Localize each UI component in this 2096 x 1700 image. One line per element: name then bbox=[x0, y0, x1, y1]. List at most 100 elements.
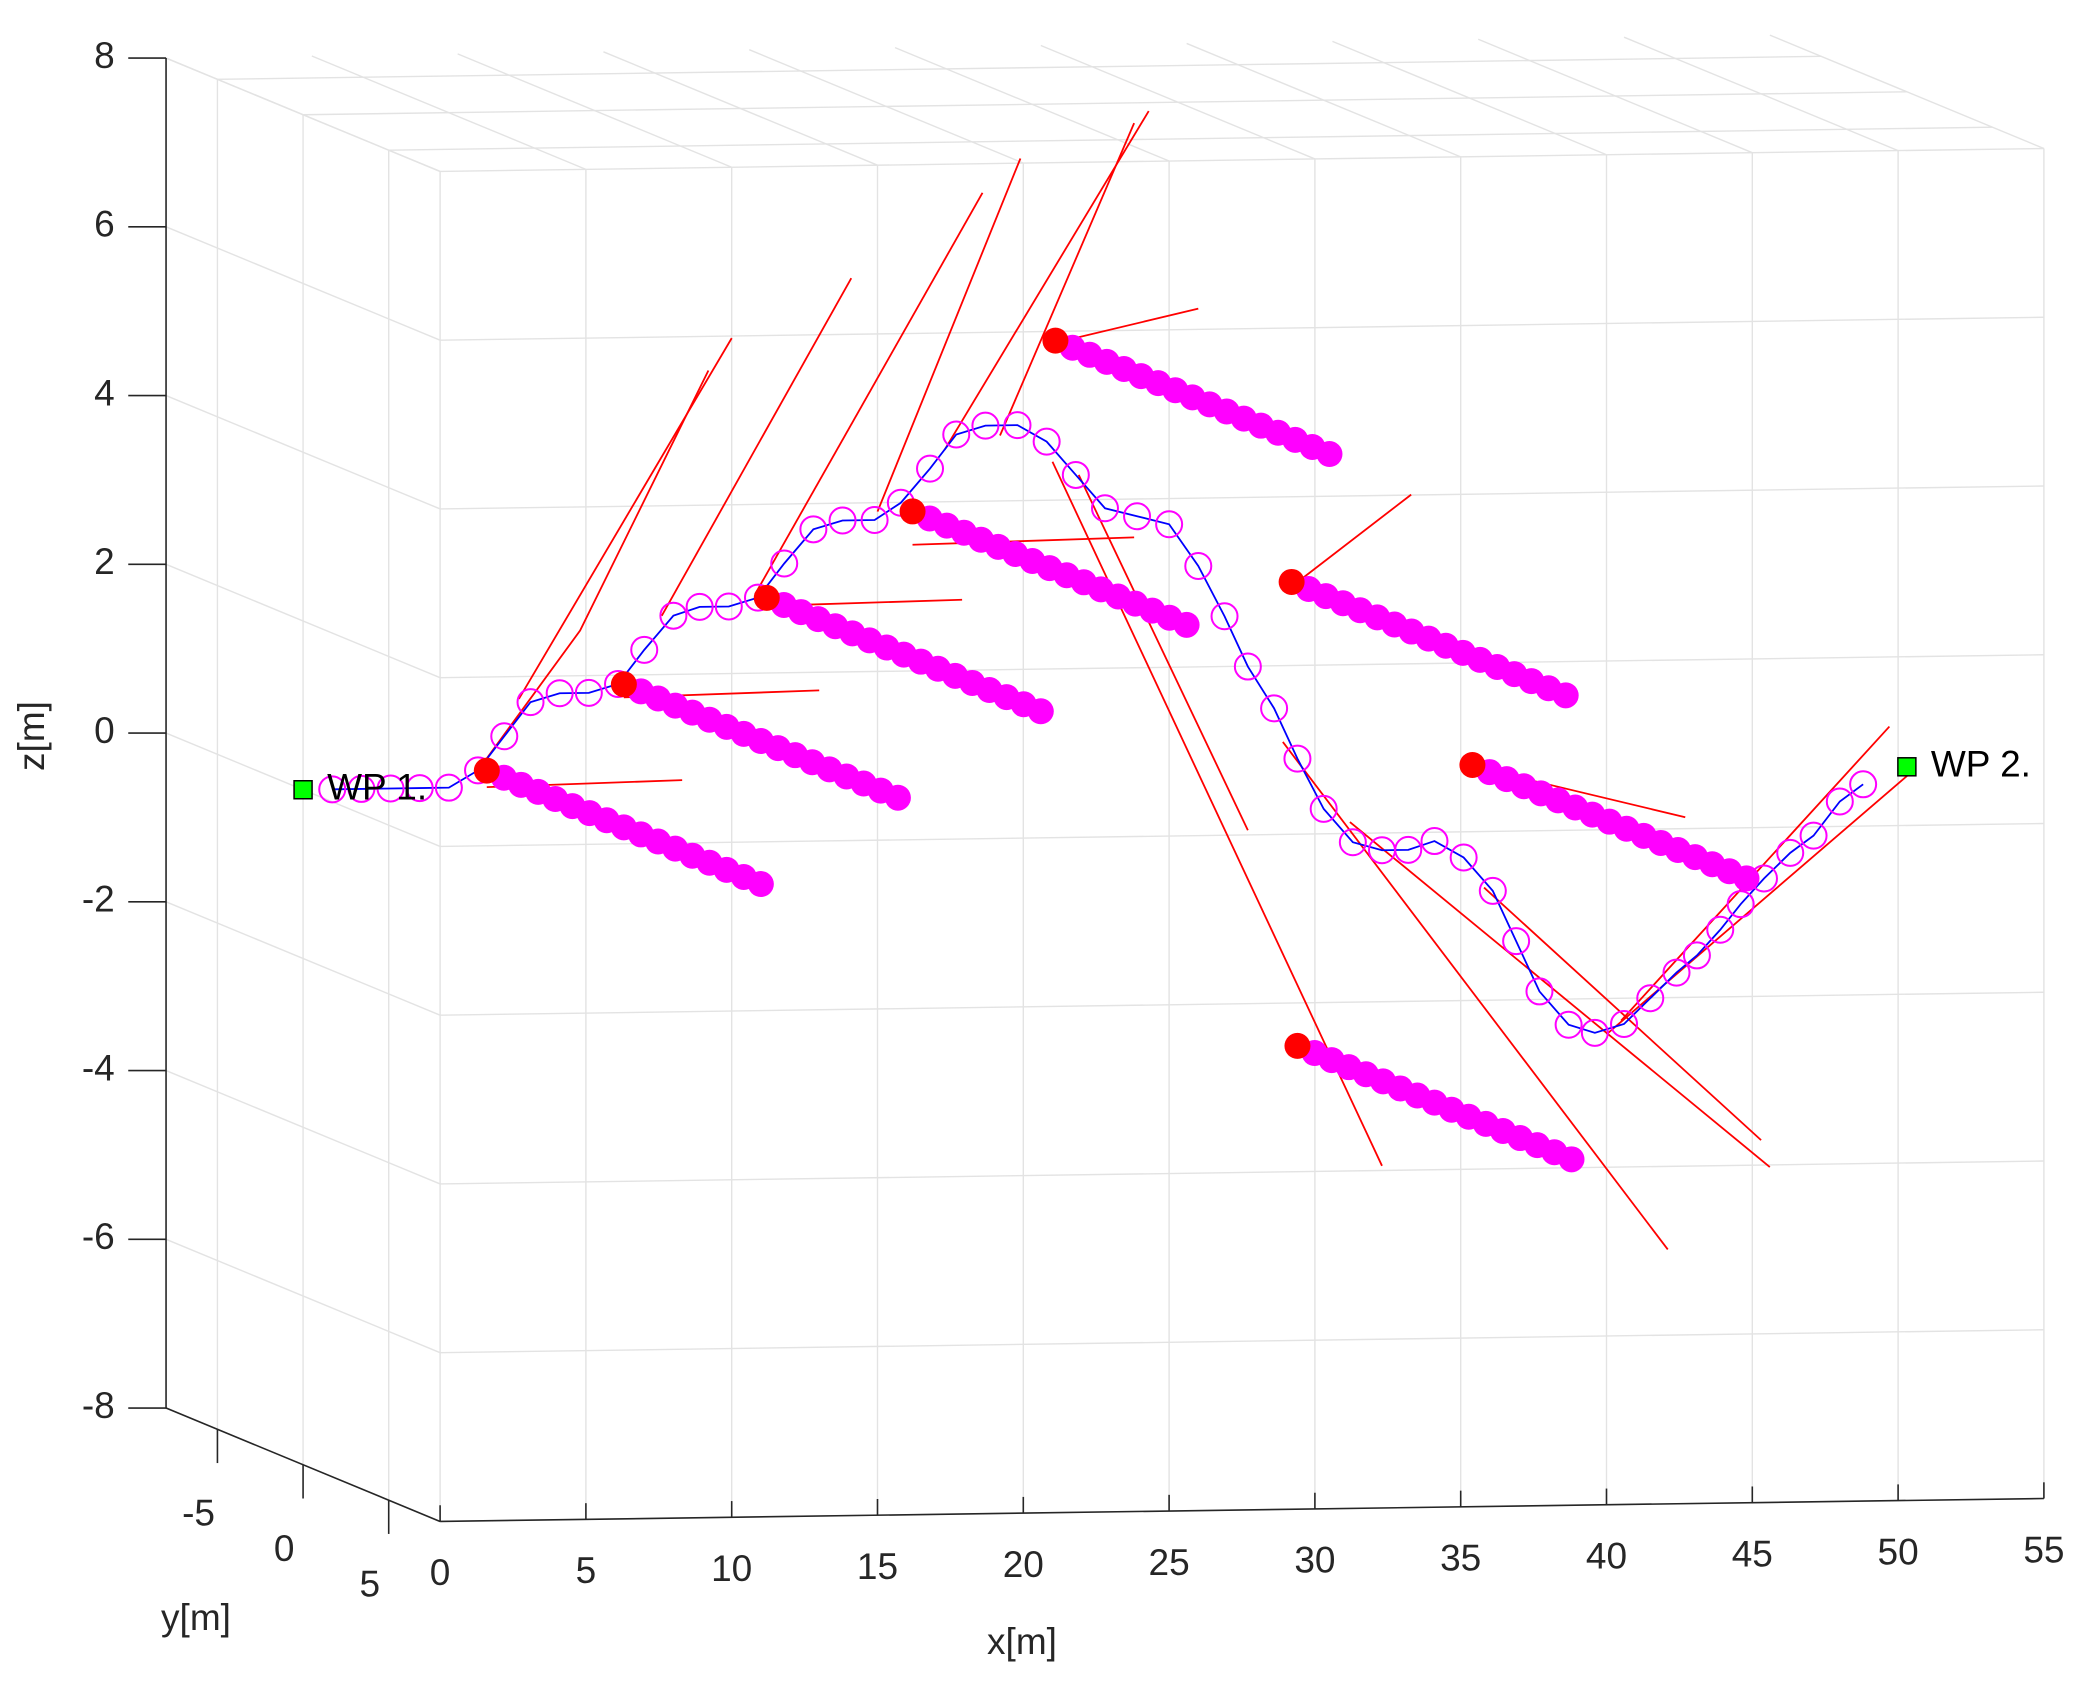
z-tick-label: 4 bbox=[94, 372, 115, 413]
y-tick-label: 0 bbox=[274, 1528, 295, 1569]
trajectory-marker bbox=[1662, 958, 1691, 987]
trajectory-marker bbox=[376, 774, 405, 803]
z-tick-label: 6 bbox=[94, 204, 115, 245]
branch-line bbox=[912, 536, 1135, 546]
trajectory-marker bbox=[1682, 941, 1711, 970]
trajectory-marker bbox=[1309, 794, 1338, 823]
trajectory-marker bbox=[1155, 510, 1184, 539]
trajectory-marker bbox=[405, 774, 434, 803]
x-tick-label: 45 bbox=[1732, 1533, 1773, 1574]
z-tick-label: -8 bbox=[82, 1385, 115, 1426]
trajectory-marker bbox=[1706, 915, 1735, 944]
trajectory-marker bbox=[1636, 984, 1665, 1013]
obstacle-start bbox=[899, 498, 926, 525]
x-tick-label: 0 bbox=[430, 1552, 451, 1593]
trajectory-marker bbox=[1776, 838, 1805, 867]
waypoint-label: WP 2. bbox=[1931, 744, 2031, 785]
trajectory-marker bbox=[516, 688, 545, 717]
obstacle-start bbox=[1459, 751, 1486, 778]
trajectory-marker bbox=[1210, 602, 1239, 631]
trajectory-marker bbox=[1283, 744, 1312, 773]
trajectory-marker bbox=[942, 420, 971, 449]
trajectory-marker bbox=[545, 679, 574, 708]
trajectory-marker bbox=[916, 454, 945, 483]
branch-line bbox=[754, 192, 984, 595]
trajectory-marker bbox=[828, 506, 857, 535]
x-tick-label: 25 bbox=[1149, 1542, 1190, 1583]
obstacle-start bbox=[473, 757, 500, 784]
trajectory-marker bbox=[770, 549, 799, 578]
x-tick-label: 30 bbox=[1294, 1540, 1335, 1581]
x-axis bbox=[440, 1497, 2044, 1523]
trajectory-marker bbox=[860, 506, 889, 535]
trajectory-marker bbox=[1090, 494, 1119, 523]
z-tick-label: 2 bbox=[94, 541, 115, 582]
obstacle-start bbox=[1042, 327, 1069, 354]
waypoint-marker bbox=[293, 780, 313, 800]
x-tick-label: 10 bbox=[711, 1548, 752, 1589]
obstacle-start bbox=[610, 671, 637, 698]
grid-line bbox=[440, 1329, 2044, 1354]
y-tick-label: 5 bbox=[360, 1563, 381, 1604]
grid-line bbox=[440, 654, 2044, 679]
trajectory-marker bbox=[659, 601, 688, 630]
trajectory-marker bbox=[1726, 890, 1755, 919]
grid-line bbox=[217, 55, 1822, 81]
trajectory-marker bbox=[1233, 652, 1262, 681]
grid-line bbox=[440, 822, 2044, 848]
trajectory-marker bbox=[1799, 821, 1828, 850]
x-tick-label: 20 bbox=[1003, 1544, 1044, 1585]
waypoint-label: WP 1. bbox=[327, 767, 427, 808]
trajectory-marker bbox=[1849, 770, 1878, 799]
branch-line bbox=[477, 370, 710, 771]
branch-line bbox=[1077, 474, 1249, 831]
grid-line bbox=[440, 316, 2044, 341]
branch-line bbox=[660, 277, 853, 617]
trajectory-marker bbox=[318, 775, 347, 804]
z-tick-label: 0 bbox=[94, 710, 115, 751]
trajectory-marker bbox=[1260, 694, 1289, 723]
trajectory-marker bbox=[1525, 977, 1554, 1006]
trajectory-marker bbox=[1502, 927, 1531, 956]
trajectory-marker bbox=[1032, 427, 1061, 456]
trajectory-marker bbox=[1610, 1009, 1639, 1038]
trajectory-marker bbox=[1338, 828, 1367, 857]
grid-line bbox=[440, 147, 2044, 173]
x-tick-label: 40 bbox=[1586, 1536, 1627, 1577]
branch-line bbox=[876, 158, 1022, 512]
trajectory-marker bbox=[347, 774, 376, 803]
grid-line bbox=[440, 1160, 2044, 1185]
trajectory-marker bbox=[1184, 552, 1213, 581]
waypoint-marker bbox=[1897, 757, 1917, 777]
trajectory-marker bbox=[971, 411, 1000, 440]
trajectory-marker bbox=[490, 722, 519, 751]
trajectory-marker bbox=[1123, 502, 1152, 531]
y-axis-label: y[m] bbox=[161, 1597, 231, 1638]
trajectory-marker bbox=[1580, 1018, 1609, 1047]
obstacle-start bbox=[1284, 1032, 1311, 1059]
trajectory-marker bbox=[685, 592, 714, 621]
branch-line bbox=[1291, 493, 1412, 588]
x-tick-label: 5 bbox=[576, 1550, 597, 1591]
branch-line bbox=[999, 122, 1135, 436]
x-axis-label: x[m] bbox=[987, 1621, 1057, 1662]
grid-line bbox=[303, 91, 1907, 116]
x-tick-label: 35 bbox=[1440, 1538, 1481, 1579]
grid-line bbox=[388, 126, 1993, 151]
trajectory-marker bbox=[574, 678, 603, 707]
trajectory-marker bbox=[1478, 876, 1507, 905]
z-tick-label: 8 bbox=[94, 35, 115, 76]
trajectory-marker bbox=[1394, 835, 1423, 864]
trajectory-marker bbox=[1554, 1010, 1583, 1039]
x-tick-label: 50 bbox=[1878, 1531, 1919, 1572]
x-tick-label: 15 bbox=[857, 1546, 898, 1587]
z-tick-label: -6 bbox=[82, 1216, 115, 1257]
trajectory-marker bbox=[1420, 827, 1449, 856]
branch-line bbox=[1349, 821, 1771, 1168]
y-tick-label: -5 bbox=[182, 1492, 215, 1533]
obstacle-start bbox=[753, 584, 780, 611]
grid-line bbox=[440, 991, 2044, 1016]
